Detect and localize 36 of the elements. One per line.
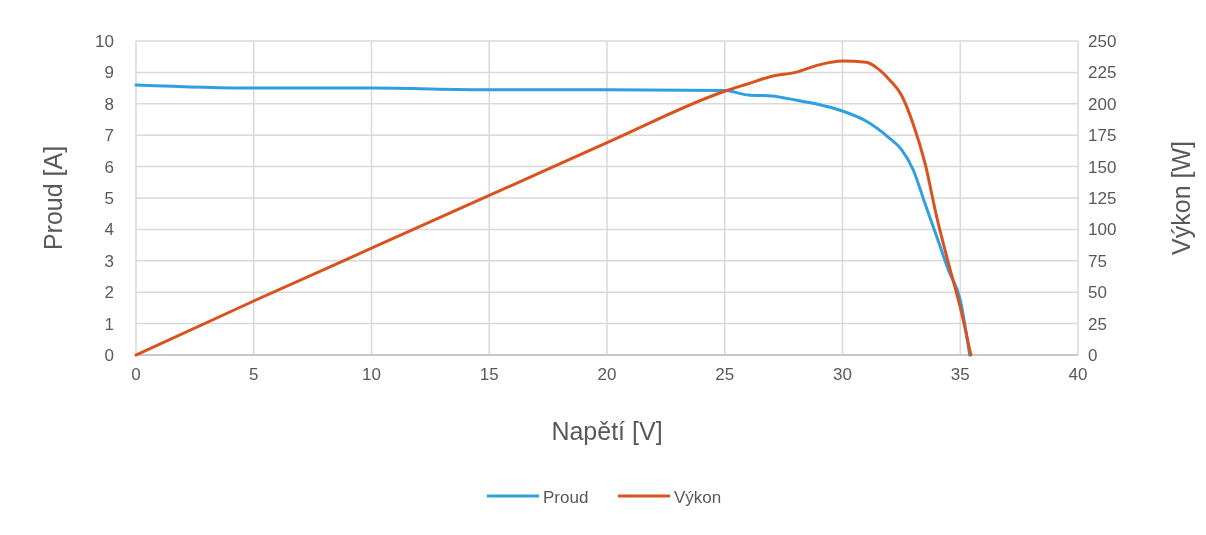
x-axis-title: Napětí [V]	[551, 417, 663, 445]
x-tick-label: 0	[131, 365, 141, 384]
x-tick-label: 35	[950, 365, 970, 384]
x-tick-label: 25	[715, 365, 735, 384]
y-tick-label: 9	[104, 63, 114, 83]
y-tick-label: 0	[104, 345, 114, 365]
y2-tick-label: 50	[1088, 283, 1107, 303]
y-tick-label: 3	[104, 251, 114, 271]
y2-tick-label: 0	[1088, 345, 1098, 365]
y-tick-label: 1	[104, 314, 114, 334]
y-tick-label: 6	[104, 157, 114, 177]
y2-axis-title: Výkon [W]	[1167, 141, 1195, 255]
y2-tick-label: 200	[1088, 94, 1117, 114]
x-tick-label: 10	[362, 365, 381, 384]
legend-label: Výkon	[674, 487, 722, 507]
y2-tick-label: 250	[1088, 31, 1117, 51]
x-tick-label: 5	[249, 365, 259, 384]
y2-tick-label: 125	[1088, 188, 1117, 208]
y2-tick-label: 100	[1088, 220, 1117, 240]
x-tick-label: 30	[833, 365, 852, 384]
legend-label: Proud	[543, 487, 589, 507]
y-tick-label: 8	[104, 94, 114, 114]
y-tick-label: 4	[104, 220, 114, 240]
x-tick-label: 15	[479, 365, 499, 384]
y2-tick-label: 225	[1088, 63, 1117, 83]
y-tick-label: 10	[95, 31, 114, 51]
x-tick-label: 20	[597, 365, 617, 384]
y-tick-label: 2	[104, 283, 114, 303]
x-tick-label: 40	[1068, 365, 1088, 384]
y-axis-title: Proud [A]	[39, 145, 67, 251]
y2-tick-label: 150	[1088, 157, 1117, 177]
y-tick-label: 5	[104, 188, 114, 208]
y-tick-label: 7	[104, 126, 114, 146]
y2-tick-label: 25	[1088, 314, 1107, 334]
y2-tick-label: 175	[1088, 126, 1117, 146]
y2-tick-label: 75	[1088, 251, 1107, 271]
